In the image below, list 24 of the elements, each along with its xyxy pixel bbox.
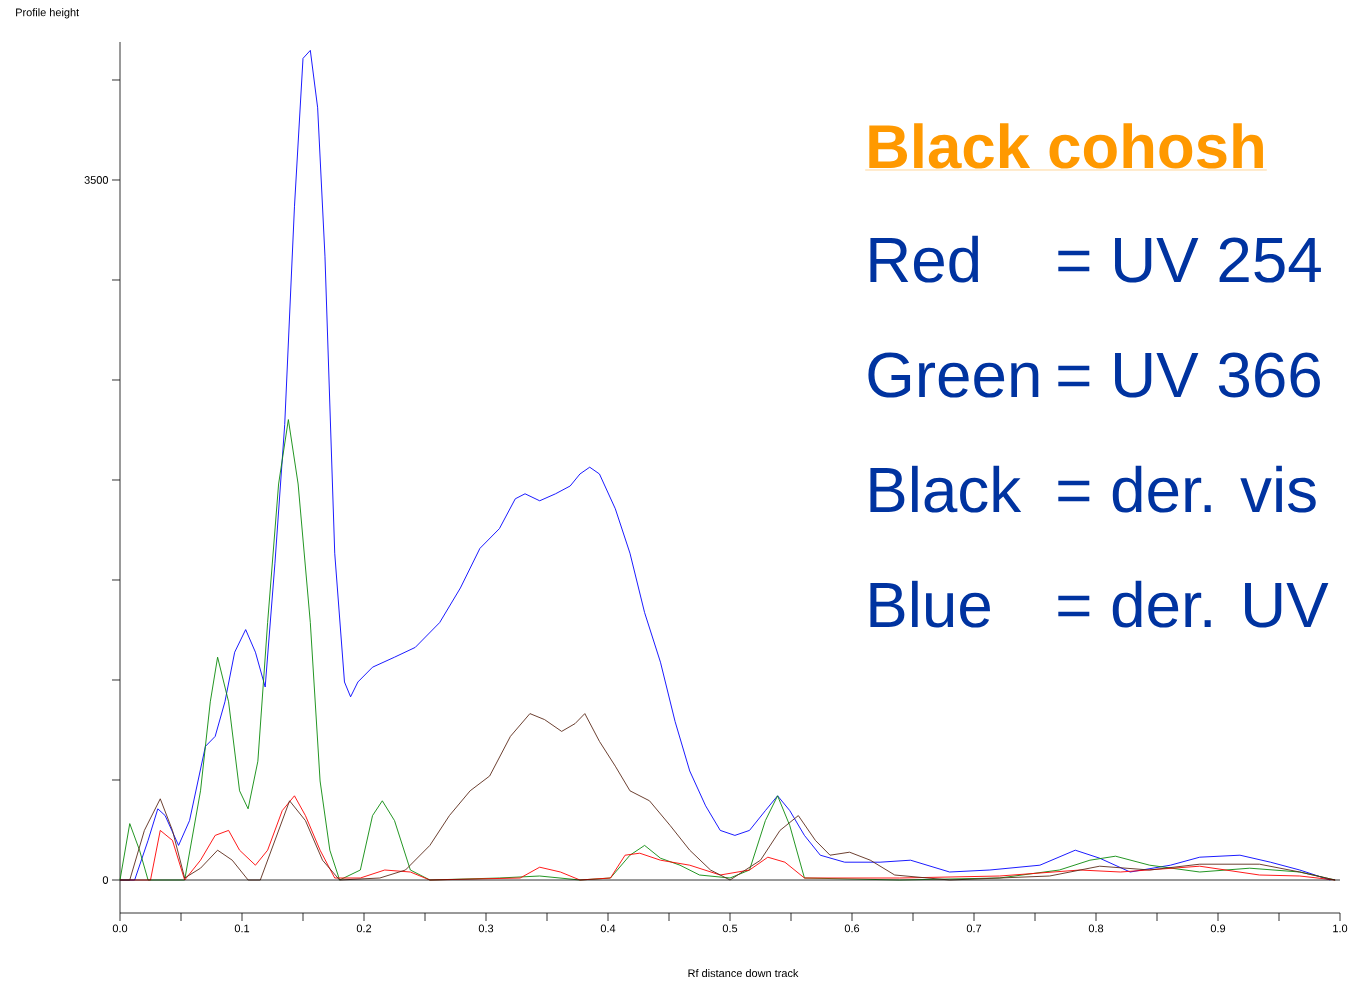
- annotation: = UV 254: [1058, 237, 1321, 283]
- x-tick-label: 0.5: [722, 924, 738, 933]
- annotation: Red: [870, 235, 979, 283]
- x-tick-label: 1.0: [1333, 924, 1348, 933]
- x-tick-label: 0.4: [600, 924, 616, 933]
- annotation: = der. UV: [1058, 580, 1329, 628]
- x-tick-label: 0.7: [966, 924, 982, 933]
- x-tick-label: 0.8: [1088, 924, 1104, 933]
- x-tick-label: 0.2: [356, 924, 372, 933]
- x-tick-label: 0.1: [234, 924, 250, 933]
- x-tick-label: 0.9: [1210, 924, 1226, 933]
- y-tick-label: 3500: [84, 176, 109, 184]
- x-axis-title: Rf distance down track: [688, 969, 799, 978]
- text: Black cohosh: [869, 123, 1263, 169]
- annotation: Blue: [870, 580, 990, 628]
- y-axis-title: Profile height: [16, 8, 80, 19]
- annotation: Green: [868, 352, 1039, 398]
- x-tick-label: 0.6: [844, 924, 860, 933]
- x-tick-label: 0.0: [112, 924, 128, 933]
- x-tick-label: 0.3: [478, 924, 494, 933]
- annotation: = UV 366: [1058, 352, 1320, 398]
- y-tick-label: 0: [102, 876, 109, 884]
- annotation: Black: [870, 465, 1022, 513]
- annotation: = der. vis: [1058, 465, 1316, 513]
